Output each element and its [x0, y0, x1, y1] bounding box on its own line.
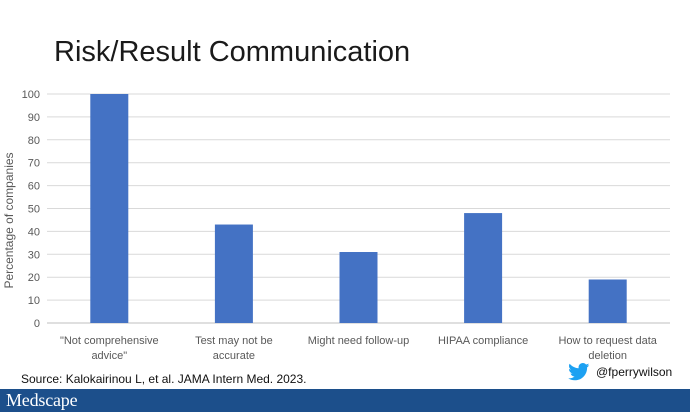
bar [588, 279, 627, 323]
x-tick-label: Might need follow-up [308, 335, 410, 347]
source-citation: Source: Kalokairinou L, et al. JAMA Inte… [21, 372, 307, 386]
y-tick-label: 10 [28, 295, 40, 307]
x-tick-label: Test may not be accurate [195, 335, 273, 362]
y-tick-label: 80 [28, 135, 40, 147]
y-tick-label: 20 [28, 272, 40, 284]
x-tick-label-line: advice" [91, 350, 127, 362]
bar [214, 224, 253, 323]
x-tick-label-line: How to request data [558, 335, 657, 347]
x-tick-label: HIPAA compliance [438, 335, 528, 347]
bar-chart: 0 10 20 30 40 50 60 70 80 90 100 "Not comprehensive… [2, 89, 670, 362]
y-tick-label: 0 [34, 318, 40, 330]
x-tick-label: "Not comprehensive advice" [60, 335, 159, 362]
y-tick-label: 30 [28, 249, 40, 261]
footer-bar: Medscape [0, 389, 690, 412]
y-tick-label: 60 [28, 181, 40, 193]
x-tick-label-line: Test may not be [195, 335, 273, 347]
x-tick-label-line: Might need follow-up [308, 335, 410, 347]
y-tick-label: 50 [28, 204, 40, 216]
twitter-handle[interactable]: @fperrywilson [568, 363, 672, 381]
twitter-handle-text: @fperrywilson [596, 365, 673, 379]
medscape-logo: Medscape [6, 390, 78, 410]
bar [464, 213, 503, 323]
x-tick-label-line: "Not comprehensive [60, 335, 159, 347]
twitter-bird-icon [568, 363, 590, 381]
y-tick-label: 100 [22, 89, 40, 101]
y-axis-label: Percentage of companies [2, 152, 16, 288]
y-tick-label: 40 [28, 226, 40, 238]
x-tick-label-line: deletion [588, 350, 627, 362]
bar [339, 252, 378, 323]
bar [90, 94, 129, 323]
y-tick-label: 90 [28, 112, 40, 124]
x-tick-label: How to request data deletion [558, 335, 657, 362]
slide-title: Risk/Result Communication [54, 36, 411, 68]
y-tick-label: 70 [28, 158, 40, 170]
x-tick-label-line: HIPAA compliance [438, 335, 528, 347]
x-tick-label-line: accurate [213, 350, 255, 362]
